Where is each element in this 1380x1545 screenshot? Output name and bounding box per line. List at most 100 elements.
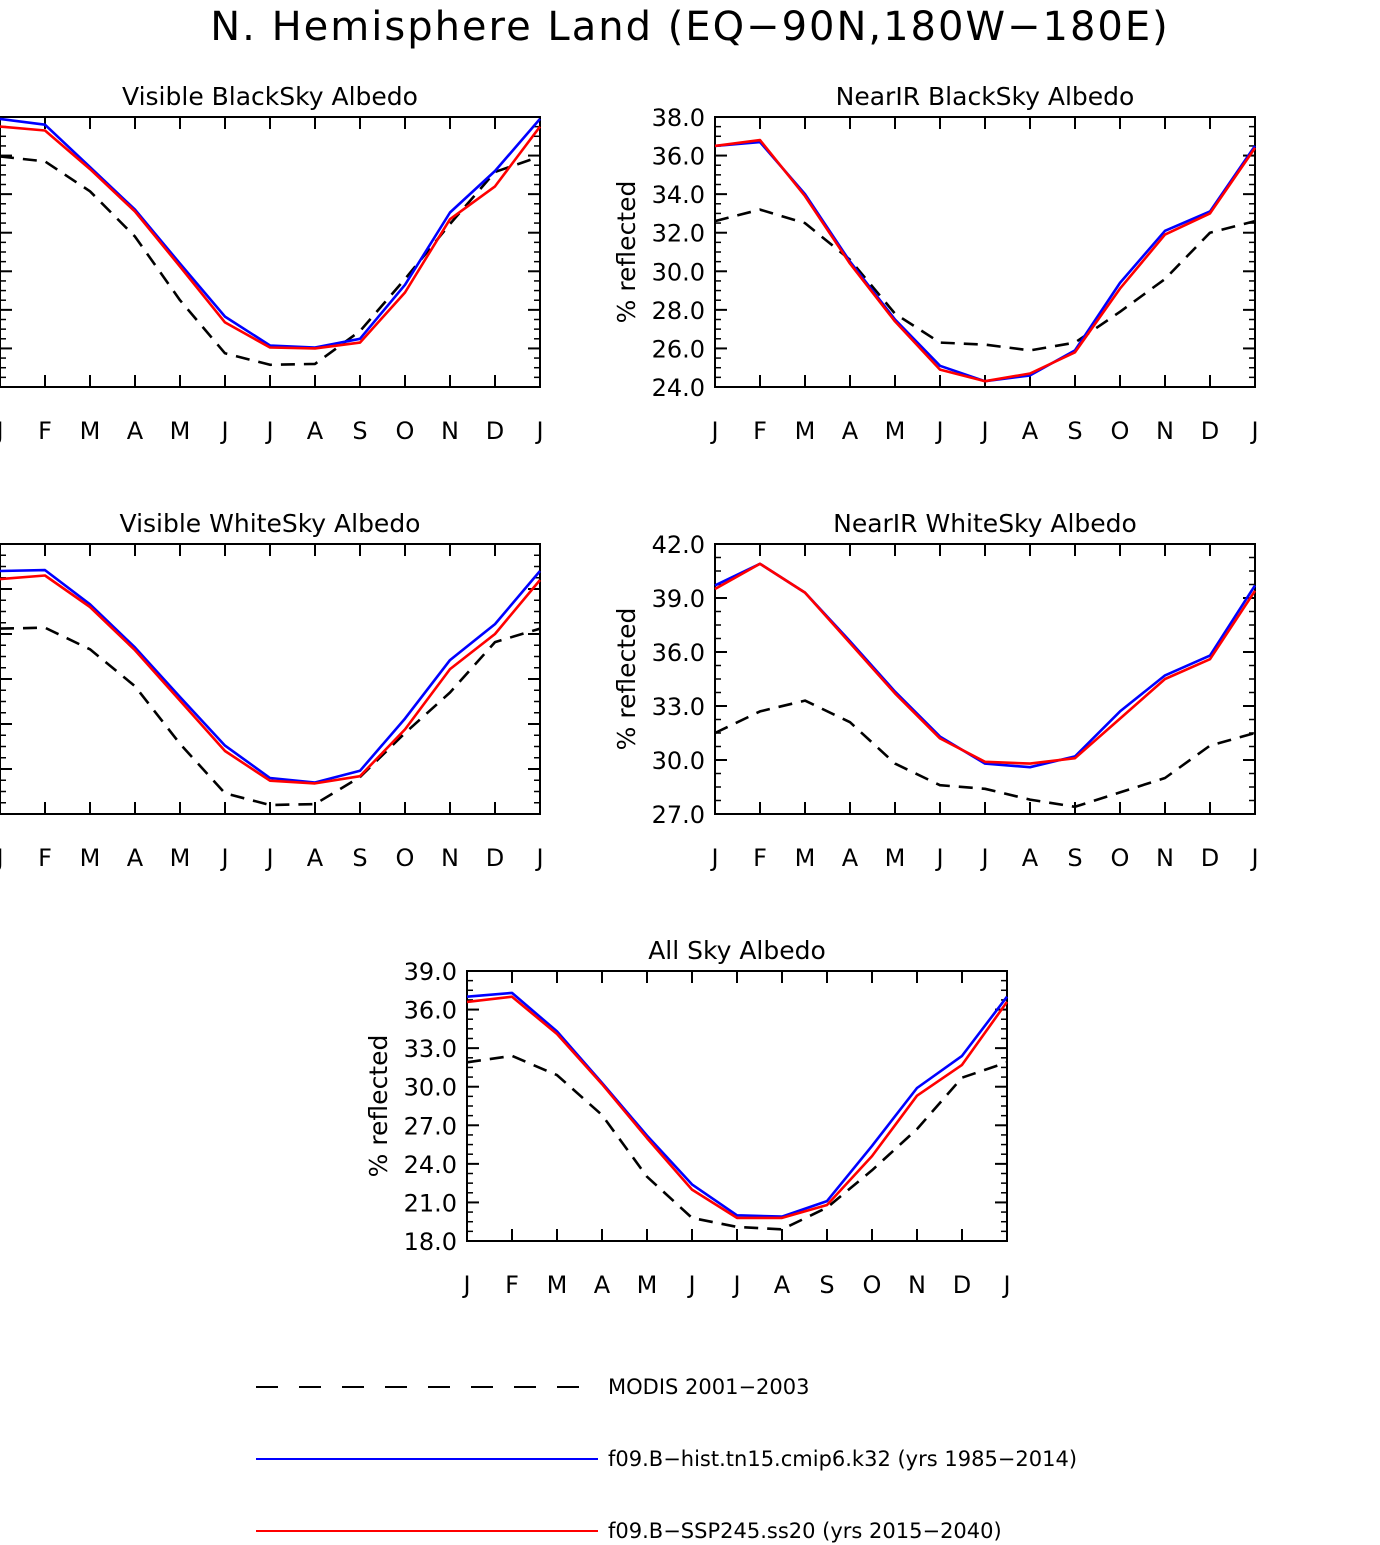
x-tick-label: J bbox=[534, 417, 543, 445]
x-tick-label: J bbox=[0, 844, 4, 872]
panel-title: All Sky Albedo bbox=[648, 936, 826, 965]
x-tick-label: A bbox=[774, 1271, 791, 1299]
series-line-f09-b-ssp245-ss20-yrs-20 bbox=[714, 562, 1257, 765]
x-tick-label: N bbox=[441, 844, 459, 872]
x-tick-label: S bbox=[352, 844, 367, 872]
x-tick-label: M bbox=[80, 417, 101, 445]
x-tick-label: J bbox=[709, 844, 718, 872]
x-tick-label: M bbox=[795, 417, 816, 445]
y-tick-label: 27.0 bbox=[652, 801, 705, 829]
series-line-modis-2001-2003 bbox=[714, 208, 1256, 352]
legend-label: MODIS 2001−2003 bbox=[608, 1375, 810, 1399]
series-line-modis-2001-2003 bbox=[466, 1054, 1008, 1231]
series-line-f09-b-ssp245-ss20-yrs-20 bbox=[466, 995, 1009, 1220]
y-tick-label: 24.0 bbox=[404, 1151, 457, 1179]
y-tick-label: 36.0 bbox=[404, 997, 457, 1025]
y-tick-label: 33.0 bbox=[652, 693, 705, 721]
x-tick-label: A bbox=[842, 417, 859, 445]
x-tick-label: F bbox=[38, 417, 52, 445]
plot-frame bbox=[466, 970, 1008, 1242]
x-tick-label: O bbox=[396, 417, 415, 445]
legend-label: f09.B−SSP245.ss20 (yrs 2015−2040) bbox=[608, 1519, 1002, 1543]
series-line-f09-b-ssp245-ss20-yrs-20 bbox=[714, 138, 1257, 383]
x-tick-label: J bbox=[731, 1271, 740, 1299]
x-tick-label: S bbox=[352, 417, 367, 445]
x-tick-label: D bbox=[486, 844, 504, 872]
x-tick-label: J bbox=[534, 844, 543, 872]
x-tick-label: J bbox=[1249, 417, 1258, 445]
y-tick-label: 28.0 bbox=[652, 297, 705, 325]
x-tick-label: F bbox=[38, 844, 52, 872]
y-tick-label: 30.0 bbox=[652, 258, 705, 286]
x-tick-label: J bbox=[219, 844, 228, 872]
x-tick-label: S bbox=[819, 1271, 834, 1299]
x-tick-label: A bbox=[1022, 417, 1039, 445]
y-tick-label: 39.0 bbox=[404, 958, 457, 986]
series-line-f09-b-hist-tn15-cmip6-k3 bbox=[714, 562, 1257, 769]
x-tick-label: N bbox=[1156, 417, 1174, 445]
x-tick-label: J bbox=[0, 417, 4, 445]
series-line-f09-b-hist-tn15-cmip6-k3 bbox=[714, 140, 1257, 383]
x-tick-label: F bbox=[753, 844, 767, 872]
x-tick-label: J bbox=[686, 1271, 695, 1299]
panel-title: NearIR BlackSky Albedo bbox=[836, 82, 1135, 111]
x-tick-label: D bbox=[1201, 417, 1219, 445]
x-tick-label: J bbox=[461, 1271, 470, 1299]
series-line-f09-b-hist-tn15-cmip6-k3 bbox=[466, 991, 1009, 1218]
y-tick-label: 38.0 bbox=[652, 104, 705, 132]
x-tick-label: M bbox=[885, 844, 906, 872]
series-line-f09-b-hist-tn15-cmip6-k3 bbox=[0, 568, 541, 784]
x-tick-label: A bbox=[127, 417, 144, 445]
x-tick-label: J bbox=[934, 417, 943, 445]
legend-label: f09.B−hist.tn15.cmip6.k32 (yrs 1985−2014… bbox=[608, 1447, 1077, 1471]
x-tick-label: M bbox=[637, 1271, 658, 1299]
series-line-f09-b-ssp245-ss20-yrs-20 bbox=[0, 125, 542, 350]
x-tick-label: J bbox=[1249, 844, 1258, 872]
x-tick-label: S bbox=[1067, 844, 1082, 872]
y-tick-label: 33.0 bbox=[404, 1035, 457, 1063]
x-tick-label: N bbox=[1156, 844, 1174, 872]
x-tick-label: O bbox=[1111, 844, 1130, 872]
x-tick-label: J bbox=[264, 844, 273, 872]
series-line-modis-2001-2003 bbox=[714, 699, 1256, 809]
x-tick-label: A bbox=[842, 844, 859, 872]
y-tick-label: 18.0 bbox=[404, 1228, 457, 1256]
plot-frame bbox=[0, 543, 541, 815]
x-tick-label: N bbox=[908, 1271, 926, 1299]
y-axis-label: % reflected bbox=[612, 181, 641, 324]
chart-visible-blacksky: Visible BlackSky Albedo% reflectedJFMAMJ… bbox=[0, 82, 544, 445]
x-tick-label: M bbox=[547, 1271, 568, 1299]
x-tick-label: M bbox=[795, 844, 816, 872]
y-axis-label: % reflected bbox=[612, 608, 641, 751]
y-tick-label: 36.0 bbox=[652, 143, 705, 171]
plot-frame bbox=[714, 543, 1256, 815]
x-tick-label: N bbox=[441, 417, 459, 445]
x-tick-label: O bbox=[1111, 417, 1130, 445]
panel-title: Visible BlackSky Albedo bbox=[122, 82, 418, 111]
x-tick-label: M bbox=[170, 417, 191, 445]
x-tick-label: M bbox=[885, 417, 906, 445]
y-tick-label: 34.0 bbox=[652, 181, 705, 209]
x-tick-label: M bbox=[80, 844, 101, 872]
x-tick-label: J bbox=[1001, 1271, 1010, 1299]
x-tick-label: D bbox=[1201, 844, 1219, 872]
x-tick-label: A bbox=[1022, 844, 1039, 872]
chart-visible-whitesky: Visible WhiteSky Albedo% reflectedJFMAMJ… bbox=[0, 509, 544, 872]
x-tick-label: A bbox=[307, 417, 324, 445]
x-tick-label: A bbox=[307, 844, 324, 872]
x-tick-label: J bbox=[934, 844, 943, 872]
x-tick-label: A bbox=[127, 844, 144, 872]
x-tick-label: D bbox=[953, 1271, 971, 1299]
y-tick-label: 32.0 bbox=[652, 220, 705, 248]
x-tick-label: O bbox=[863, 1271, 882, 1299]
x-tick-label: D bbox=[486, 417, 504, 445]
panel-title: NearIR WhiteSky Albedo bbox=[833, 509, 1137, 538]
y-tick-label: 36.0 bbox=[652, 639, 705, 667]
series-line-f09-b-hist-tn15-cmip6-k3 bbox=[0, 117, 541, 349]
x-tick-label: F bbox=[753, 417, 767, 445]
y-tick-label: 26.0 bbox=[652, 335, 705, 363]
x-tick-label: A bbox=[594, 1271, 611, 1299]
